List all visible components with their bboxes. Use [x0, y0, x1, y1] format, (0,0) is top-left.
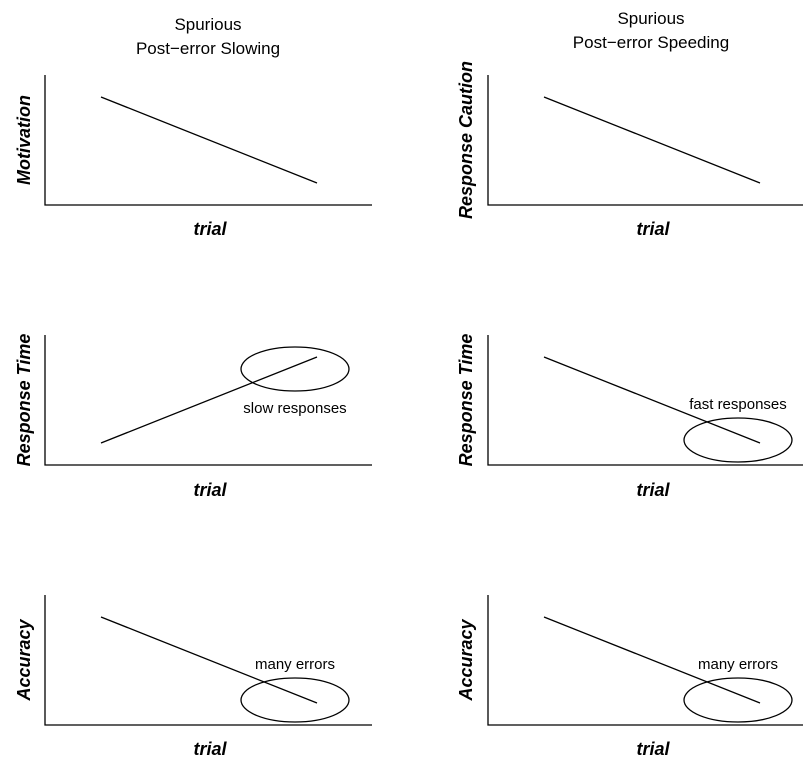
x-axis-label: trial	[193, 739, 227, 759]
y-axis-label: Response Time	[14, 334, 34, 467]
panel-bottom-right: Accuracy trial many errors	[456, 595, 803, 759]
x-axis-label: trial	[636, 219, 670, 239]
highlight-ellipse	[683, 417, 793, 463]
col-title-left-line1: Spurious	[174, 15, 241, 34]
x-axis-label: trial	[193, 219, 227, 239]
y-axis-label: Response Time	[456, 334, 476, 467]
y-axis-label: Accuracy	[456, 618, 476, 701]
axes	[44, 335, 372, 466]
trend-line	[543, 616, 761, 704]
annotation-text: fast responses	[689, 396, 787, 413]
axes	[487, 335, 803, 466]
col-title-left-line2: Post−error Slowing	[136, 39, 280, 58]
axes	[487, 595, 803, 726]
highlight-ellipse	[240, 346, 350, 392]
trend-line	[543, 96, 761, 184]
y-axis-label: Response Caution	[456, 61, 476, 219]
trend-line	[100, 96, 318, 184]
panel-middle-right: Response Time trial fast responses	[456, 334, 803, 500]
trend-line	[100, 356, 318, 444]
trend-line	[100, 616, 318, 704]
axes	[44, 595, 372, 726]
panel-top-left: Motivation trial	[14, 75, 372, 239]
trend-line	[543, 356, 761, 444]
y-axis-label: Motivation	[14, 95, 34, 185]
panel-bottom-left: Accuracy trial many errors	[14, 595, 372, 759]
axes	[487, 75, 803, 206]
x-axis-label: trial	[193, 480, 227, 500]
annotation-text: many errors	[255, 656, 335, 673]
x-axis-label: trial	[636, 739, 670, 759]
col-title-right-line1: Spurious	[617, 9, 684, 28]
panel-top-right: Response Caution trial	[456, 61, 803, 239]
x-axis-label: trial	[636, 480, 670, 500]
annotation-text: slow responses	[243, 400, 346, 417]
highlight-ellipse	[240, 677, 350, 723]
col-title-right-line2: Post−error Speeding	[573, 33, 729, 52]
y-axis-label: Accuracy	[14, 618, 34, 701]
panel-middle-left: Response Time trial slow responses	[14, 334, 372, 500]
axes	[44, 75, 372, 206]
highlight-ellipse	[683, 677, 793, 723]
annotation-text: many errors	[698, 656, 778, 673]
